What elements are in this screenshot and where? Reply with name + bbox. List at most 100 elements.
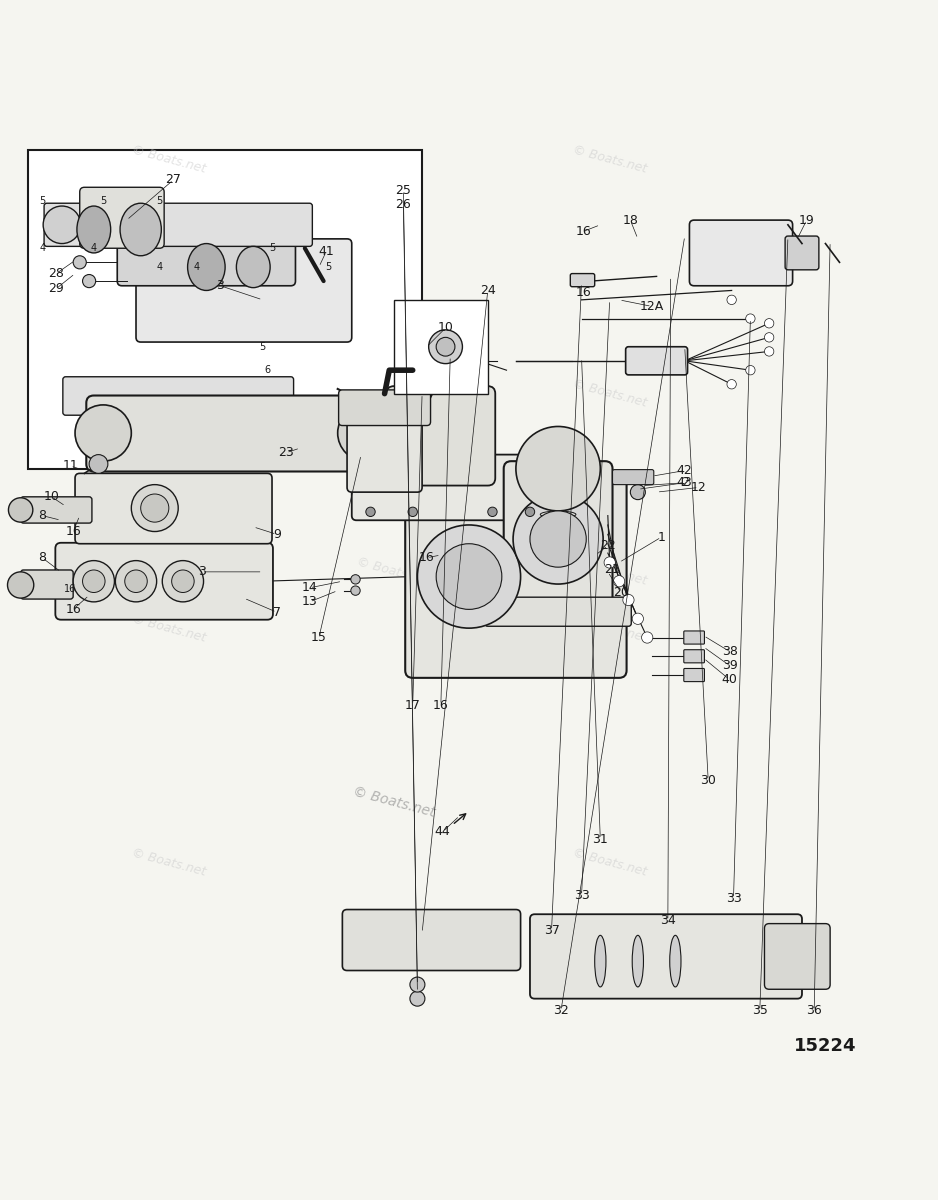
Text: 25: 25 <box>396 184 411 197</box>
Text: 3: 3 <box>217 280 224 293</box>
Circle shape <box>351 575 360 584</box>
Circle shape <box>75 404 131 461</box>
FancyBboxPatch shape <box>684 631 704 644</box>
Ellipse shape <box>540 511 576 518</box>
Circle shape <box>632 613 643 624</box>
FancyBboxPatch shape <box>689 220 793 286</box>
Circle shape <box>83 275 96 288</box>
Text: 20: 20 <box>613 586 628 599</box>
FancyBboxPatch shape <box>44 203 312 246</box>
FancyBboxPatch shape <box>55 542 273 619</box>
FancyBboxPatch shape <box>21 497 92 523</box>
Text: 35: 35 <box>752 1004 767 1018</box>
Circle shape <box>764 318 774 328</box>
Text: 22: 22 <box>600 539 615 552</box>
Circle shape <box>604 557 615 568</box>
FancyBboxPatch shape <box>626 347 688 374</box>
Circle shape <box>115 560 157 602</box>
FancyBboxPatch shape <box>613 469 654 485</box>
Text: © Boats.net: © Boats.net <box>571 378 648 409</box>
Bar <box>394 300 488 394</box>
Text: 29: 29 <box>49 282 64 295</box>
Circle shape <box>727 379 736 389</box>
FancyBboxPatch shape <box>485 598 631 626</box>
Circle shape <box>417 524 521 628</box>
Text: 16: 16 <box>433 698 448 712</box>
Ellipse shape <box>188 244 225 290</box>
Circle shape <box>613 576 625 587</box>
Text: 42: 42 <box>677 464 692 478</box>
Circle shape <box>338 404 394 461</box>
Ellipse shape <box>120 203 161 256</box>
Text: 11: 11 <box>63 460 78 473</box>
FancyBboxPatch shape <box>63 377 294 415</box>
Ellipse shape <box>632 935 643 986</box>
Text: 31: 31 <box>593 833 608 846</box>
FancyBboxPatch shape <box>405 475 627 678</box>
Circle shape <box>642 632 653 643</box>
FancyBboxPatch shape <box>21 570 73 599</box>
Text: 9: 9 <box>273 528 280 541</box>
FancyBboxPatch shape <box>386 386 495 486</box>
Text: 16: 16 <box>66 526 81 538</box>
Text: © Boats.net: © Boats.net <box>571 846 648 878</box>
Text: 15: 15 <box>311 631 326 644</box>
Circle shape <box>73 560 114 602</box>
Text: 44: 44 <box>435 826 450 838</box>
Text: 37: 37 <box>544 924 559 937</box>
Circle shape <box>764 332 774 342</box>
Circle shape <box>436 544 502 610</box>
Text: 8: 8 <box>38 551 46 564</box>
FancyBboxPatch shape <box>684 649 704 662</box>
Text: 4: 4 <box>91 244 97 253</box>
Bar <box>28 150 422 469</box>
Circle shape <box>525 508 535 516</box>
Text: 4: 4 <box>157 262 162 272</box>
Text: © Boats.net: © Boats.net <box>571 612 648 644</box>
Text: © Boats.net: © Boats.net <box>130 612 207 644</box>
Ellipse shape <box>77 206 111 253</box>
Circle shape <box>8 572 34 598</box>
Circle shape <box>623 594 634 606</box>
Text: © Boats.net: © Boats.net <box>356 556 432 588</box>
Ellipse shape <box>236 246 270 288</box>
Text: 36: 36 <box>807 1004 822 1018</box>
Ellipse shape <box>670 935 681 986</box>
FancyBboxPatch shape <box>342 910 521 971</box>
Circle shape <box>513 494 603 584</box>
Text: 13: 13 <box>302 595 317 608</box>
FancyBboxPatch shape <box>453 353 480 370</box>
Text: © Boats.net: © Boats.net <box>130 846 207 878</box>
Text: 26: 26 <box>396 198 411 211</box>
FancyBboxPatch shape <box>86 396 383 472</box>
Text: 15224: 15224 <box>794 1037 856 1055</box>
Text: © Boats.net: © Boats.net <box>130 378 207 409</box>
Circle shape <box>89 455 108 473</box>
Text: 3: 3 <box>198 565 205 578</box>
Circle shape <box>8 498 33 522</box>
Text: 14: 14 <box>302 581 317 594</box>
Ellipse shape <box>540 541 576 548</box>
Text: 6: 6 <box>265 365 270 376</box>
Text: 40: 40 <box>722 673 737 686</box>
Text: 5: 5 <box>260 342 265 352</box>
Circle shape <box>488 508 497 516</box>
Text: 19: 19 <box>799 214 814 227</box>
Circle shape <box>131 485 178 532</box>
Circle shape <box>125 570 147 593</box>
Circle shape <box>364 396 386 419</box>
Text: 21: 21 <box>604 564 619 576</box>
Ellipse shape <box>540 532 576 538</box>
Text: 10: 10 <box>438 322 453 335</box>
Text: 12A: 12A <box>640 300 664 313</box>
Circle shape <box>516 426 600 511</box>
Text: 12: 12 <box>691 481 706 494</box>
FancyBboxPatch shape <box>347 413 422 492</box>
Text: 5: 5 <box>157 197 162 206</box>
Text: 34: 34 <box>660 914 675 928</box>
Circle shape <box>408 508 417 516</box>
FancyBboxPatch shape <box>136 239 352 342</box>
Text: 5: 5 <box>269 244 275 253</box>
Text: 16: 16 <box>576 286 591 299</box>
Text: 5: 5 <box>39 197 45 206</box>
